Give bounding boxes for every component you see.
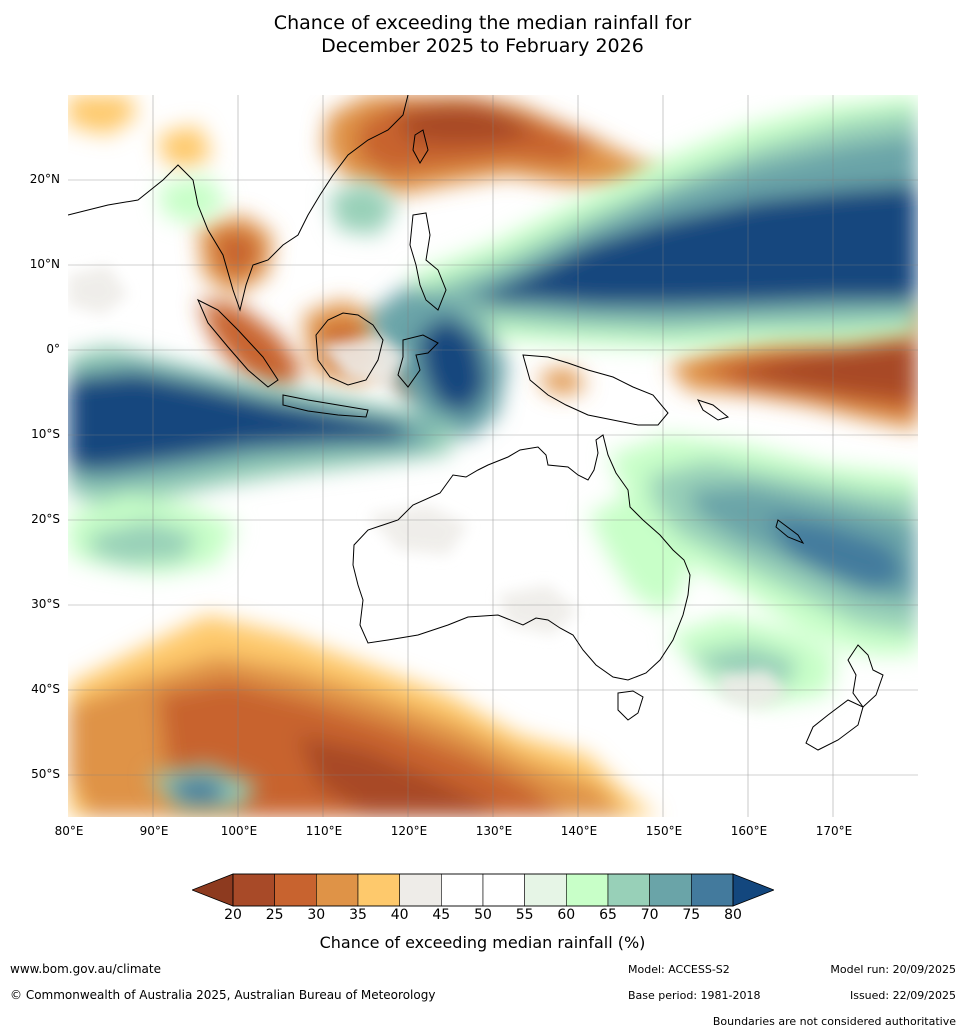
website-link[interactable]: www.bom.gov.au/climate	[10, 962, 161, 976]
model-run-date: Model run: 20/09/2025	[830, 963, 956, 976]
colorbar-tick-25: 25	[265, 907, 284, 923]
colorbar-bin-45-50	[441, 873, 484, 907]
issued-date: Issued: 22/09/2025	[849, 989, 956, 1002]
lat-label-0: 0°	[46, 342, 60, 356]
colorbar-tick-60: 60	[557, 907, 576, 923]
colorbar-label: Chance of exceeding median rainfall (%)	[319, 933, 646, 952]
colorbar-bin-60-65	[566, 873, 609, 907]
new-caledonia-coastline	[775, 519, 805, 545]
new-zealand-south-island	[805, 699, 864, 751]
colorbar-under-arrow	[192, 873, 234, 907]
sumatra-coastline	[196, 298, 279, 388]
lat-label-20s: 20°S	[31, 512, 60, 526]
colorbar	[192, 873, 774, 907]
base-period: Base period: 1981-2018	[628, 989, 761, 1002]
map-title-line-1: Chance of exceeding the median rainfall …	[273, 12, 692, 34]
lat-label-40s: 40°S	[31, 682, 60, 696]
colorbar-bin-65-70	[607, 873, 650, 907]
colorbar-tick-50: 50	[474, 907, 492, 923]
colorbar-bin-75-80	[691, 873, 734, 907]
lon-label-80e: 80°E	[54, 824, 84, 838]
colorbar-bin-35-40	[357, 873, 400, 907]
coastlines	[68, 95, 884, 751]
lat-label-10s: 10°S	[31, 427, 60, 441]
lat-label-20n: 20°N	[29, 172, 60, 186]
colorbar-over-arrow	[732, 873, 774, 907]
colorbar-tick-70: 70	[640, 907, 659, 923]
lon-label-100e: 100°E	[220, 824, 258, 838]
colorbar-tick-40: 40	[390, 907, 409, 923]
boundaries-disclaimer: Boundaries are not considered authoritat…	[712, 1015, 956, 1028]
colorbar-bin-25-30	[274, 873, 317, 907]
new-zealand-north-island	[847, 644, 884, 708]
tasmania-coastline	[617, 690, 644, 721]
lon-label-160e: 160°E	[730, 824, 768, 838]
colorbar-tick-55: 55	[515, 907, 534, 923]
graticule	[68, 95, 918, 817]
colorbar-bin-20-25	[232, 873, 275, 907]
philippines-coastline	[409, 212, 447, 311]
solomon-islands-coastline	[697, 399, 730, 421]
colorbar-tick-20: 20	[224, 907, 242, 923]
colorbar-tick-75: 75	[682, 907, 701, 923]
model-name: Model: ACCESS-S2	[628, 963, 730, 976]
colorbar-tick-80: 80	[724, 907, 742, 923]
colorbar-tick-65: 65	[599, 907, 617, 923]
lon-label-110e: 110°E	[305, 824, 343, 838]
lat-label-50s: 50°S	[31, 767, 60, 781]
lon-label-140e: 140°E	[560, 824, 598, 838]
lon-label-130e: 130°E	[475, 824, 513, 838]
colorbar-bin-50-55	[482, 873, 525, 907]
lon-label-90e: 90°E	[139, 824, 169, 838]
australia-coastline	[352, 434, 691, 681]
sulawesi-coastline	[397, 334, 439, 388]
rainfall-probability-map	[68, 95, 918, 817]
colorbar-bin-40-45	[399, 873, 442, 907]
colorbar-bin-70-75	[649, 873, 692, 907]
colorbar-tick-35: 35	[349, 907, 367, 923]
lat-label-10n: 10°N	[29, 257, 60, 271]
map-title-line-2: December 2025 to February 2026	[321, 35, 644, 57]
lon-label-150e: 150°E	[645, 824, 683, 838]
near-median-regions	[68, 265, 788, 710]
new-guinea-coastline	[522, 354, 669, 426]
lat-label-30s: 30°S	[31, 597, 60, 611]
asia-mainland-coastline	[68, 95, 409, 312]
colorbar-bin-30-35	[316, 873, 359, 907]
lon-label-170e: 170°E	[815, 824, 853, 838]
colorbar-tick-30: 30	[307, 907, 326, 923]
lon-label-120e: 120°E	[390, 824, 428, 838]
colorbar-tick-45: 45	[432, 907, 451, 923]
taiwan-coastline	[412, 129, 429, 165]
borneo-coastline	[315, 312, 384, 386]
java-coastline	[282, 394, 369, 418]
copyright-text: © Commonwealth of Australia 2025, Austra…	[10, 988, 436, 1002]
colorbar-bin-55-60	[524, 873, 567, 907]
